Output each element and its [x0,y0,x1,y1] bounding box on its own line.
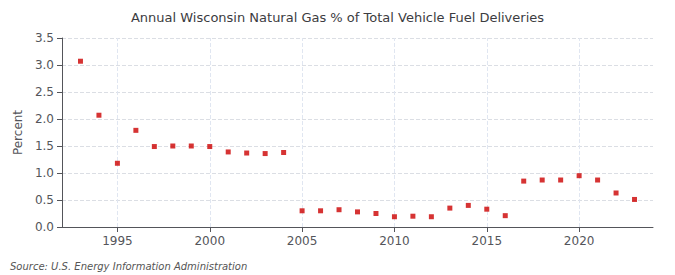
svg-text:0.5: 0.5 [35,193,54,207]
svg-text:2020: 2020 [564,234,595,248]
svg-text:3.0: 3.0 [35,58,54,72]
svg-text:2000: 2000 [194,234,225,248]
svg-text:Source: U.S. Energy Informatio: Source: U.S. Energy Information Administ… [10,261,247,272]
svg-text:0.0: 0.0 [35,220,54,234]
svg-text:2.5: 2.5 [35,85,54,99]
svg-text:Percent: Percent [11,110,25,155]
svg-text:3.5: 3.5 [35,31,54,45]
svg-text:2005: 2005 [287,234,318,248]
svg-text:1.0: 1.0 [35,166,54,180]
svg-text:1.5: 1.5 [35,139,54,153]
svg-text:2.0: 2.0 [35,112,54,126]
svg-text:2015: 2015 [472,234,503,248]
svg-text:2010: 2010 [379,234,410,248]
svg-text:Annual Wisconsin Natural Gas %: Annual Wisconsin Natural Gas % of Total … [131,10,544,25]
svg-text:1995: 1995 [102,234,133,248]
